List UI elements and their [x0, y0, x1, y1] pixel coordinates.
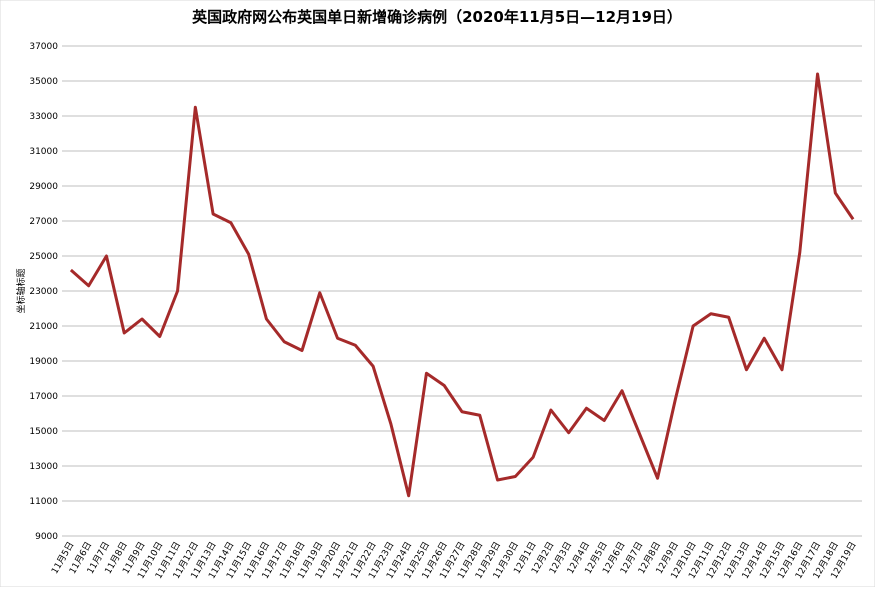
y-tick-label: 27000: [29, 217, 58, 227]
y-tick-label: 9000: [35, 532, 58, 542]
y-tick-label: 15000: [29, 427, 58, 437]
y-tick-label: 29000: [29, 182, 58, 192]
data-line: [69, 72, 855, 498]
y-tick-label: 23000: [29, 287, 58, 297]
y-tick-label: 11000: [29, 497, 58, 507]
y-tick-label: 33000: [29, 112, 58, 122]
y-tick-label: 21000: [29, 322, 58, 332]
chart-title: 英国政府网公布英国单日新增确诊病例（2020年11月5日—12月19日）: [192, 8, 682, 26]
y-tick-label: 19000: [29, 357, 58, 367]
y-tick-label: 37000: [29, 42, 58, 52]
y-axis-label: 坐标轴标题: [15, 268, 27, 313]
y-tick-label: 31000: [29, 147, 58, 157]
y-tick-label: 35000: [29, 77, 58, 87]
y-tick-label: 25000: [29, 252, 58, 262]
y-tick-label: 17000: [29, 392, 58, 402]
y-tick-label: 13000: [29, 462, 58, 472]
